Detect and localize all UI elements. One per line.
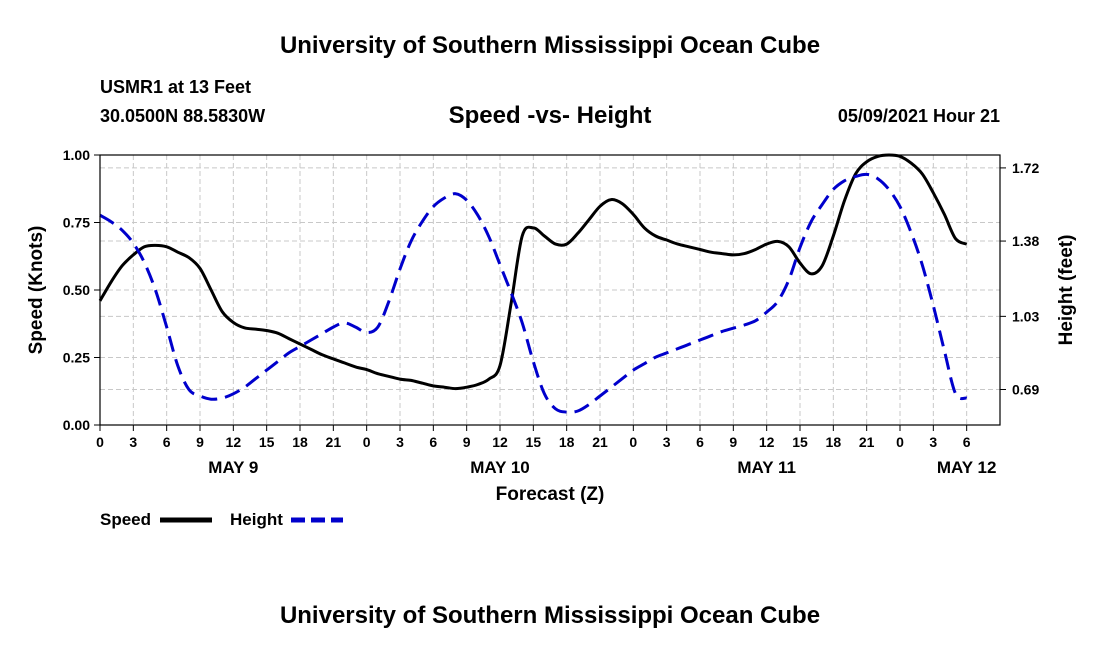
axes: 0 3 6 9 12 15 18 21 0 3 6 9 12 15 18 21 0 3 6 9 12 15 18 21 0 3 6 M… (63, 147, 1040, 477)
x-tick-label: 0 (363, 434, 371, 450)
station-label: USMR1 at 13 Feet (100, 77, 252, 97)
x-tick-label: 15 (792, 434, 808, 450)
x-tick-label: 18 (292, 434, 308, 450)
y-axis-label: Speed (Knots) (26, 226, 47, 355)
series-lines (98, 153, 968, 414)
station-coords: 30.0500N 88.5830W (100, 106, 266, 126)
series-line-height (99, 172, 968, 414)
forecast-datetime: 05/09/2021 Hour 21 (837, 106, 1000, 126)
y2-axis-label: Height (feet) (1056, 235, 1077, 346)
x-tick-label: 9 (463, 434, 471, 450)
x-tick-label: 6 (429, 434, 437, 450)
y-tick-label: 0.00 (63, 417, 90, 433)
x-tick-label: 3 (129, 434, 137, 450)
x-tick-label: 21 (592, 434, 608, 450)
chart-subtitle: Speed -vs- Height (448, 102, 652, 129)
x-tick-label: 15 (259, 434, 275, 450)
legend-speed-label: Speed (100, 510, 151, 529)
x-tick-label: 6 (163, 434, 171, 450)
x-tick-label: 12 (226, 434, 242, 450)
x-tick-label: 3 (929, 434, 937, 450)
legend-height-label: Height (230, 510, 283, 529)
speed-height-chart: 0 3 6 9 12 15 18 21 0 3 6 9 12 15 18 21 0 3 6 9 12 15 18 21 0 3 6 M… (26, 147, 1077, 529)
x-tick-label: 21 (859, 434, 875, 450)
page-title-bottom: University of Southern Mississippi Ocean… (279, 602, 821, 629)
day-label: MAY 9 (208, 458, 258, 477)
x-tick-label: 0 (629, 434, 637, 450)
day-label: MAY 11 (737, 458, 796, 477)
y2-tick-label: 1.03 (1012, 308, 1039, 324)
x-tick-label: 18 (559, 434, 575, 450)
y-tick-label: 1.00 (63, 147, 90, 163)
x-tick-label: 6 (963, 434, 971, 450)
y-tick-label: 0.75 (63, 215, 90, 231)
x-tick-label: 3 (663, 434, 671, 450)
x-tick-label: 15 (526, 434, 542, 450)
x-axis-label: Forecast (Z) (496, 484, 605, 505)
x-tick-label: 21 (326, 434, 342, 450)
series-line-speed (98, 153, 968, 391)
y2-tick-label: 0.69 (1012, 382, 1039, 398)
x-tick-label: 18 (826, 434, 842, 450)
day-label: MAY 12 (937, 458, 997, 477)
day-label: MAY 10 (470, 458, 530, 477)
y-tick-label: 0.25 (63, 350, 90, 366)
x-tick-label: 0 (896, 434, 904, 450)
page-title-top: University of Southern Mississippi Ocean… (279, 32, 821, 59)
x-tick-label: 9 (196, 434, 204, 450)
x-tick-label: 9 (729, 434, 737, 450)
x-tick-label: 12 (492, 434, 508, 450)
y2-tick-label: 1.72 (1012, 160, 1039, 176)
x-tick-label: 6 (696, 434, 704, 450)
x-tick-label: 0 (96, 434, 104, 450)
y2-tick-label: 1.38 (1012, 233, 1039, 249)
x-tick-label: 12 (759, 434, 775, 450)
x-tick-label: 3 (396, 434, 404, 450)
grid-lines (100, 155, 1000, 425)
y-tick-label: 0.50 (63, 282, 90, 298)
